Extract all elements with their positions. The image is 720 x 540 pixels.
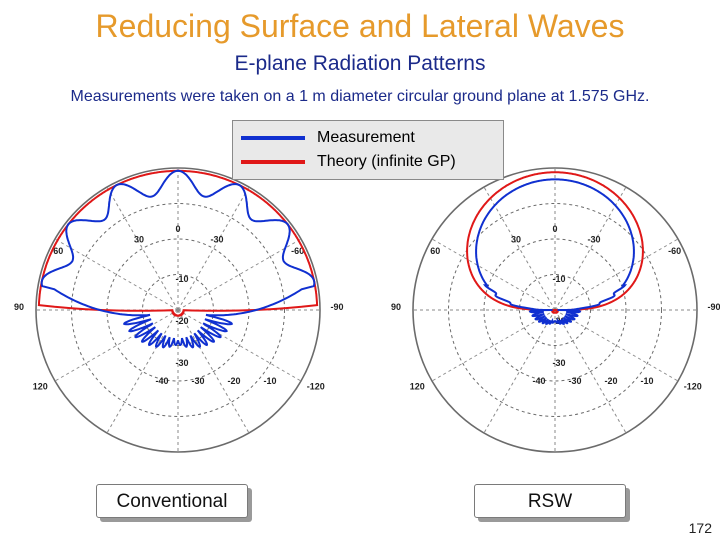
- grid-ring: [35, 167, 321, 453]
- radial-tick-label: -10: [263, 376, 276, 386]
- grid-ring: [519, 274, 591, 346]
- radial-tick-label: -20: [227, 376, 240, 386]
- grid-ring: [412, 167, 698, 453]
- angle-tick-label: -30: [588, 234, 601, 244]
- legend-label: Theory (infinite GP): [317, 153, 456, 170]
- angle-tick-label: 0: [552, 224, 557, 234]
- radial-tick-label: -40: [155, 376, 168, 386]
- slide-subtitle: E-plane Radiation Patterns: [234, 52, 486, 75]
- angle-tick-label: 90: [14, 302, 24, 312]
- legend-item-measurement: Measurement: [241, 127, 415, 149]
- legend-swatch-theory: [241, 160, 305, 164]
- radial-tick-label: -40: [532, 376, 545, 386]
- angle-tick-label: 0: [175, 224, 180, 234]
- angle-tick-label: -60: [291, 246, 304, 256]
- angle-tick-label: 90: [391, 302, 401, 312]
- angle-tick-label: 60: [53, 246, 63, 256]
- grid-ring: [71, 203, 285, 417]
- series-measurement: [475, 178, 635, 325]
- radial-tick-label: -20: [175, 316, 188, 326]
- angle-tick-label: -90: [708, 302, 720, 312]
- angle-tick-label: -30: [211, 234, 224, 244]
- legend-swatch-measurement: [241, 136, 305, 140]
- grid-spoke: [431, 309, 556, 382]
- measurement-note: Measurements were taken on a 1 m diamete…: [70, 88, 650, 105]
- slide-title: Reducing Surface and Lateral Waves: [95, 8, 625, 44]
- polar-plot-conventional: 0 30 -30 60 -60 90 -90 120 -120 -10 -20 -30 -40 -30 -2…: [14, 167, 344, 453]
- angle-tick-label: -60: [668, 246, 681, 256]
- grid-ring: [483, 238, 627, 382]
- radial-tick-label: -10: [175, 274, 188, 284]
- angle-tick-label: 120: [33, 382, 48, 392]
- angle-tick-label: 120: [410, 382, 425, 392]
- series-theory-infinite-gp: [466, 171, 644, 314]
- series-measurement: [40, 169, 316, 349]
- angle-tick-label: -120: [307, 382, 325, 392]
- page-number: 172: [688, 520, 712, 536]
- legend-item-theory: Theory (infinite GP): [241, 151, 456, 173]
- radial-tick-label: -30: [568, 376, 581, 386]
- radial-tick-label: -20: [604, 376, 617, 386]
- legend: Measurement Theory (infinite GP): [232, 120, 504, 180]
- angle-tick-label: 30: [134, 234, 144, 244]
- angle-tick-label: -90: [331, 302, 344, 312]
- grid-spoke: [483, 309, 556, 434]
- angle-tick-label: 60: [430, 246, 440, 256]
- radial-tick-label: -30: [552, 358, 565, 368]
- angle-tick-label: 30: [511, 234, 521, 244]
- angle-tick-label: -120: [684, 382, 702, 392]
- grid-ring: [448, 203, 662, 417]
- radial-tick-label: -10: [552, 274, 565, 284]
- conventional-button[interactable]: Conventional: [96, 484, 248, 518]
- legend-label: Measurement: [317, 129, 415, 146]
- radial-tick-label: -30: [175, 358, 188, 368]
- rsw-button[interactable]: RSW: [474, 484, 626, 518]
- radial-tick-label: -10: [640, 376, 653, 386]
- radial-tick-label: -30: [191, 376, 204, 386]
- grid-spoke: [177, 186, 250, 311]
